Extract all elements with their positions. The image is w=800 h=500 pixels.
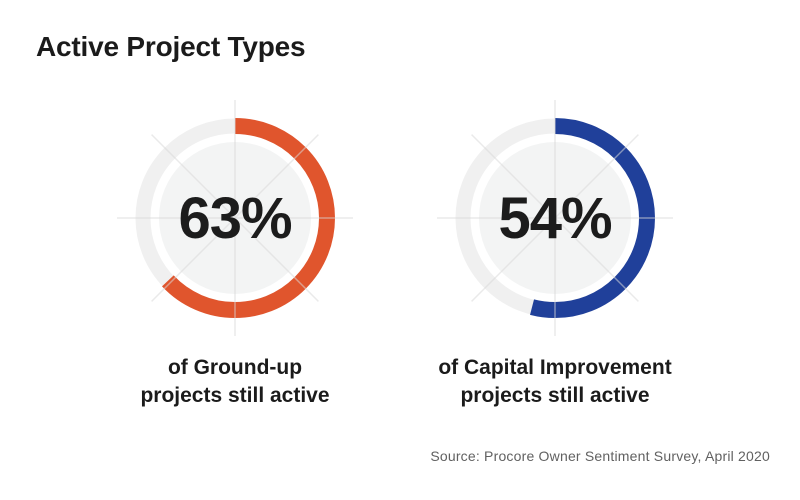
chart-caption-ground-up: of Ground-up projects still active xyxy=(103,354,367,410)
caption-line-2: projects still active xyxy=(460,384,650,407)
caption-line-1: of Capital Improvement xyxy=(438,356,672,379)
donut-ring-capital-improvement: 54% xyxy=(423,86,687,350)
source-attribution: Source: Procore Owner Sentiment Survey, … xyxy=(430,448,770,464)
caption-line-2: projects still active xyxy=(140,384,330,407)
donut-ring-ground-up: 63% xyxy=(103,86,367,350)
charts-row: 63% of Ground-up projects still active xyxy=(103,86,687,410)
donut-chart-capital-improvement: 54% of Capital Improvement projects stil… xyxy=(423,86,687,410)
caption-line-1: of Ground-up xyxy=(167,356,303,379)
donut-svg xyxy=(437,100,673,336)
chart-caption-capital-improvement: of Capital Improvement projects still ac… xyxy=(423,354,687,410)
crosshair-spokes xyxy=(437,100,673,336)
donut-svg xyxy=(117,100,353,336)
donut-chart-ground-up: 63% of Ground-up projects still active xyxy=(103,86,367,410)
crosshair-spokes xyxy=(117,100,353,336)
page-title: Active Project Types xyxy=(36,31,306,62)
